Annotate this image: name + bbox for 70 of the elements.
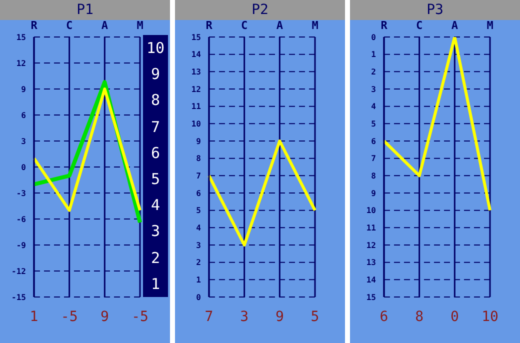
y-tick-label: 4 xyxy=(371,102,376,112)
y-tick-label: 2 xyxy=(196,258,202,268)
y-tick-label: 6 xyxy=(196,188,202,198)
x-tick-label: A xyxy=(276,19,284,32)
data-label: 0 xyxy=(450,308,459,325)
x-tick-label: C xyxy=(416,19,423,32)
x-tick-label: R xyxy=(206,19,213,32)
x-tick-label: M xyxy=(486,19,494,32)
y-tick-label: 1 xyxy=(196,276,202,285)
y-tick-label: 0 xyxy=(21,162,26,172)
y-tick-label: -15 xyxy=(12,292,26,302)
data-label: -5 xyxy=(132,308,148,325)
y-tick-label: 13 xyxy=(366,258,376,268)
y-tick-label: -3 xyxy=(16,188,26,198)
data-label: 8 xyxy=(415,308,424,325)
data-label: 5 xyxy=(310,308,320,325)
data-label: 3 xyxy=(240,308,249,325)
y-tick-label: 9 xyxy=(196,136,202,146)
x-tick-label: R xyxy=(30,19,38,32)
y-tick-label: -9 xyxy=(16,240,26,250)
x-tick-label: M xyxy=(136,19,144,32)
data-label: 10 xyxy=(482,308,498,325)
y-tick-label: -6 xyxy=(16,214,26,224)
x-tick-label: A xyxy=(451,19,458,32)
y-tick-label: 10 xyxy=(191,120,202,129)
y-tick-label: 12 xyxy=(16,58,26,68)
y-tick-label: 14 xyxy=(366,276,376,285)
x-tick-label: R xyxy=(380,19,388,32)
y-tick-label: 12 xyxy=(366,240,376,250)
line-series xyxy=(208,140,316,246)
y-tick-label: 10 xyxy=(366,206,376,216)
y-tick-label: 6 xyxy=(371,136,376,146)
x-tick-label: C xyxy=(66,19,73,32)
y-tick-label: 7 xyxy=(371,154,376,164)
x-tick-label: C xyxy=(241,19,248,32)
y-tick-label: 0 xyxy=(196,292,202,302)
y-tick-label: 8 xyxy=(371,172,376,181)
y-tick-label: 3 xyxy=(196,240,202,250)
y-tick-label: 7 xyxy=(196,172,202,181)
y-tick-label: 15 xyxy=(366,292,376,302)
y-tick-label: 3 xyxy=(21,136,26,146)
y-tick-label: 4 xyxy=(196,224,202,233)
line-series xyxy=(382,37,492,212)
y-tick-label: -12 xyxy=(12,266,26,276)
chart-title: P1 xyxy=(0,0,170,20)
y-tick-label: 11 xyxy=(366,224,376,233)
x-tick-label: A xyxy=(101,19,108,32)
y-tick-label: 15 xyxy=(16,32,26,42)
y-tick-label: 9 xyxy=(21,84,26,94)
x-tick-label: M xyxy=(312,19,319,32)
y-tick-label: 15 xyxy=(191,32,202,42)
number-scale-box: 10 9 8 7 6 5 4 3 2 1 xyxy=(143,35,168,297)
y-tick-label: 12 xyxy=(191,84,202,94)
y-tick-label: 5 xyxy=(196,206,202,216)
y-tick-label: 5 xyxy=(371,120,376,129)
chart-title: P2 xyxy=(175,0,345,20)
y-tick-label: 8 xyxy=(196,154,202,164)
y-tick-label: 0 xyxy=(371,32,376,42)
data-label: 9 xyxy=(100,308,109,325)
data-label: 9 xyxy=(275,308,284,325)
chart-title: P3 xyxy=(350,0,520,20)
y-tick-label: 9 xyxy=(371,188,376,198)
y-tick-label: 13 xyxy=(191,68,202,77)
y-tick-label: 11 xyxy=(191,102,202,112)
y-tick-label: 3 xyxy=(371,84,376,94)
y-tick-label: 14 xyxy=(191,50,202,60)
y-tick-label: 1 xyxy=(371,50,376,60)
y-tick-label: 6 xyxy=(21,110,26,120)
data-label: -5 xyxy=(60,308,78,325)
y-tick-label: 2 xyxy=(371,68,376,77)
